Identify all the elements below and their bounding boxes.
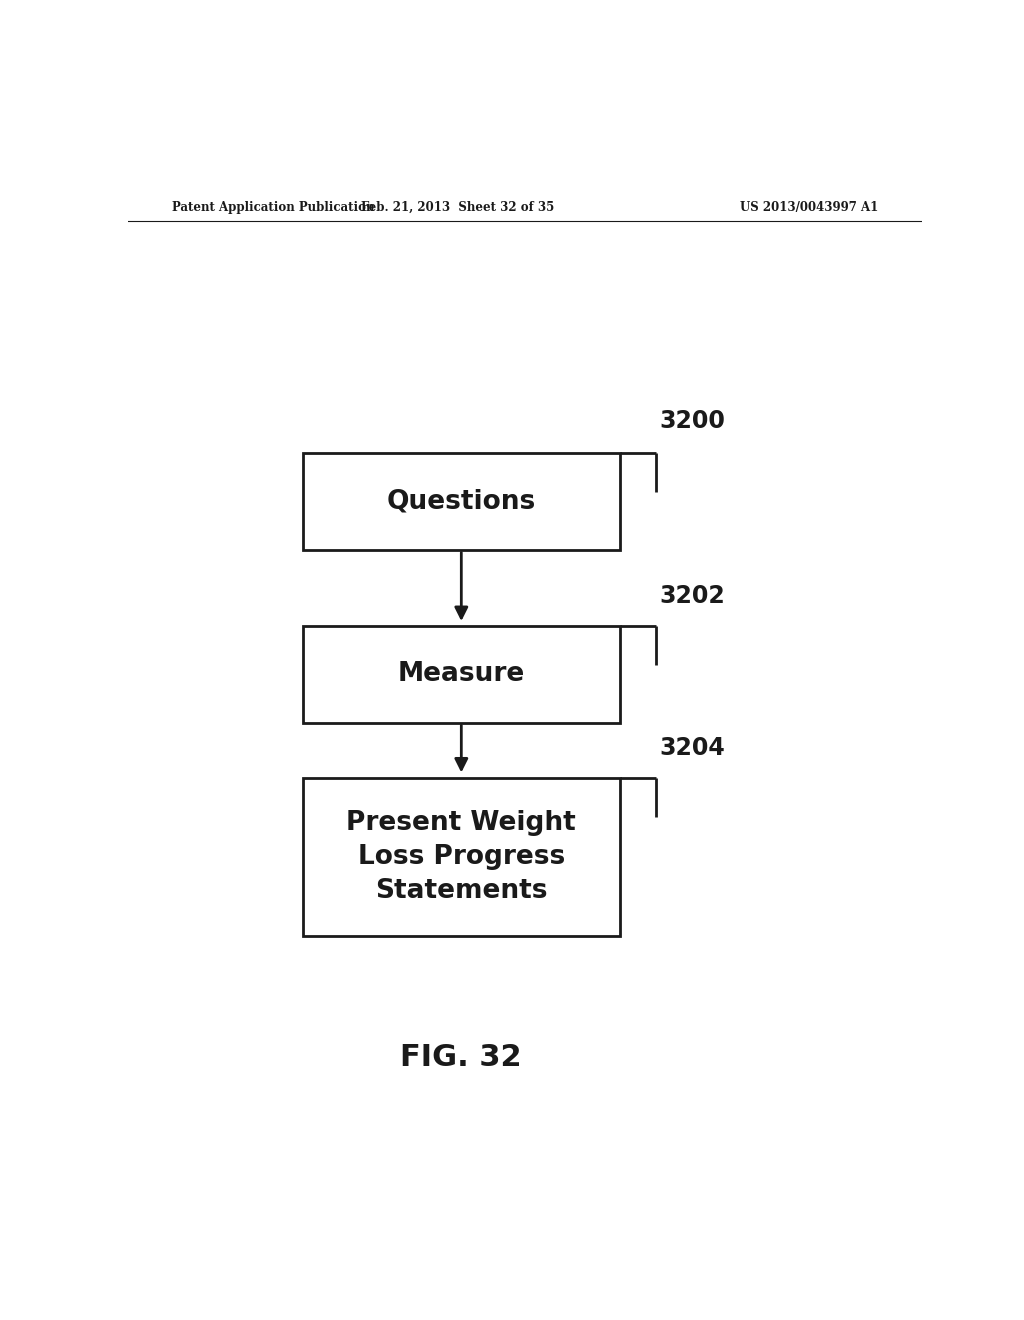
Bar [303, 626, 621, 722]
Text: Present Weight
Loss Progress
Statements: Present Weight Loss Progress Statements [346, 810, 577, 904]
Bar [303, 779, 621, 936]
Text: US 2013/0043997 A1: US 2013/0043997 A1 [739, 201, 878, 214]
Text: 3204: 3204 [659, 737, 725, 760]
Text: 3202: 3202 [659, 583, 725, 607]
Text: Feb. 21, 2013  Sheet 32 of 35: Feb. 21, 2013 Sheet 32 of 35 [360, 201, 554, 214]
Text: Patent Application Publication: Patent Application Publication [172, 201, 374, 214]
Text: FIG. 32: FIG. 32 [400, 1043, 522, 1072]
Text: Questions: Questions [387, 488, 536, 515]
Text: Measure: Measure [397, 661, 525, 688]
Bar [303, 453, 621, 549]
Text: 3200: 3200 [659, 409, 726, 433]
